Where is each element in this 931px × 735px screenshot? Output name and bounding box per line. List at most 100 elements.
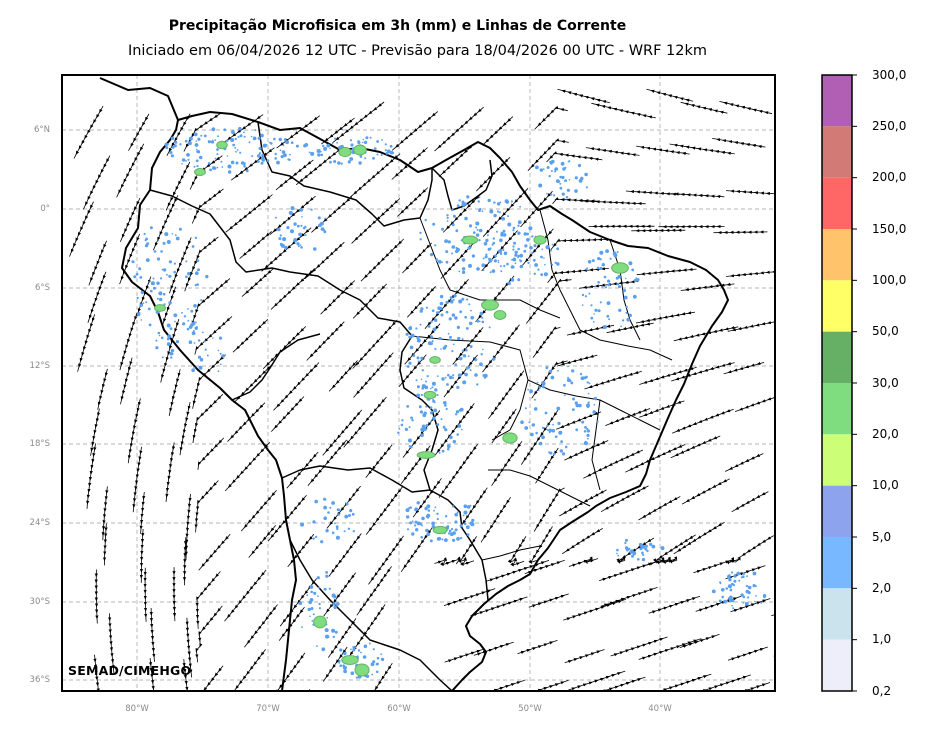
precip-cell	[557, 421, 561, 425]
precip-cell	[173, 144, 177, 148]
precip-cell	[236, 149, 239, 151]
precip-cell	[424, 218, 427, 222]
precip-cell	[405, 508, 410, 513]
precip-cell	[380, 653, 383, 655]
precip-cell	[746, 575, 748, 578]
precip-cell	[314, 535, 318, 539]
precip-cell	[448, 338, 451, 341]
colorbar-label: 300,0	[872, 68, 907, 82]
precip-cell	[586, 429, 591, 433]
precip-cell	[561, 175, 565, 180]
precip-cell	[535, 165, 539, 170]
precip-cell	[408, 361, 412, 365]
precip-cell	[502, 248, 505, 252]
precip-cell	[381, 139, 383, 141]
streamline	[695, 595, 742, 612]
streamline	[128, 113, 150, 151]
precip-cell	[320, 227, 325, 231]
precip-cell	[139, 276, 143, 279]
streamline	[638, 638, 702, 660]
precip-cell	[632, 294, 637, 299]
map-frame	[61, 74, 776, 692]
precip-cell	[635, 277, 638, 279]
precip-cell	[414, 524, 417, 527]
precip-cell	[444, 428, 448, 432]
precip-cell	[416, 336, 420, 340]
colorbar-segment	[822, 537, 852, 589]
streamline	[356, 566, 392, 616]
precip-cell	[504, 199, 509, 204]
precip-cell	[436, 394, 439, 396]
precip-cell	[451, 313, 456, 317]
precip-cell	[435, 311, 439, 314]
precip-cell	[517, 231, 521, 235]
precip-cell	[426, 375, 429, 378]
precip-cell	[488, 326, 491, 329]
streamline	[184, 236, 219, 292]
precip-cell	[156, 297, 159, 300]
precip-cell	[452, 538, 456, 542]
precip-cell	[601, 285, 604, 288]
precip-cell	[733, 579, 737, 583]
colorbar	[821, 74, 857, 692]
streamline	[669, 143, 735, 155]
precip-cell	[492, 237, 495, 240]
precip-cell	[312, 537, 315, 540]
precip-cell	[499, 238, 503, 243]
precip-cell	[623, 295, 628, 300]
precip-cell	[459, 536, 463, 540]
precip-core	[493, 310, 507, 320]
precip-core	[353, 144, 367, 156]
streamline	[402, 242, 432, 274]
precip-cell	[431, 340, 434, 343]
precip-cell	[649, 542, 653, 547]
precip-cell	[461, 267, 466, 271]
precip-cell	[455, 410, 460, 414]
streamline	[365, 486, 403, 535]
precip-core	[154, 304, 166, 312]
precip-cell	[426, 504, 431, 509]
precip-cell	[280, 155, 284, 159]
precip-cell	[473, 231, 476, 234]
precip-cell	[569, 379, 572, 383]
precip-cell	[436, 423, 440, 427]
streamline	[225, 194, 273, 233]
precip-cell	[434, 318, 438, 322]
precip-cell	[435, 258, 439, 262]
colorbar-label: 50,0	[872, 324, 899, 338]
streamline	[322, 646, 348, 682]
streamline	[101, 486, 109, 541]
precip-cell	[519, 205, 521, 208]
colorbar-segment	[822, 75, 852, 127]
streamline	[132, 446, 143, 513]
streamline	[94, 569, 99, 624]
streamline	[533, 487, 565, 532]
precip-cell	[331, 593, 336, 598]
precip-cell	[519, 253, 524, 258]
precip-cell	[538, 183, 543, 188]
precip-cell	[642, 553, 645, 557]
colorbar-label: 10,0	[872, 478, 899, 492]
precip-cell	[719, 582, 722, 585]
precip-cell	[408, 335, 412, 339]
precip-cell	[606, 314, 610, 318]
precip-cell	[243, 164, 246, 168]
streamline	[459, 487, 488, 528]
precip-cell	[254, 129, 257, 132]
precip-core	[533, 235, 547, 245]
precip-cell	[489, 271, 492, 274]
precip-cell	[157, 331, 161, 335]
precip-cell	[288, 210, 293, 215]
streamline	[169, 237, 192, 294]
precip-cell	[727, 574, 731, 579]
precip-cell	[568, 179, 571, 181]
precip-cell	[451, 350, 454, 353]
precip-cell	[206, 354, 209, 357]
state-borders	[411, 209, 673, 561]
precip-cell	[510, 200, 513, 203]
precip-cell	[625, 305, 628, 309]
precip-cell	[446, 214, 449, 217]
precip-cell	[497, 259, 500, 262]
precip-cell	[432, 222, 436, 226]
streamline	[224, 442, 271, 492]
